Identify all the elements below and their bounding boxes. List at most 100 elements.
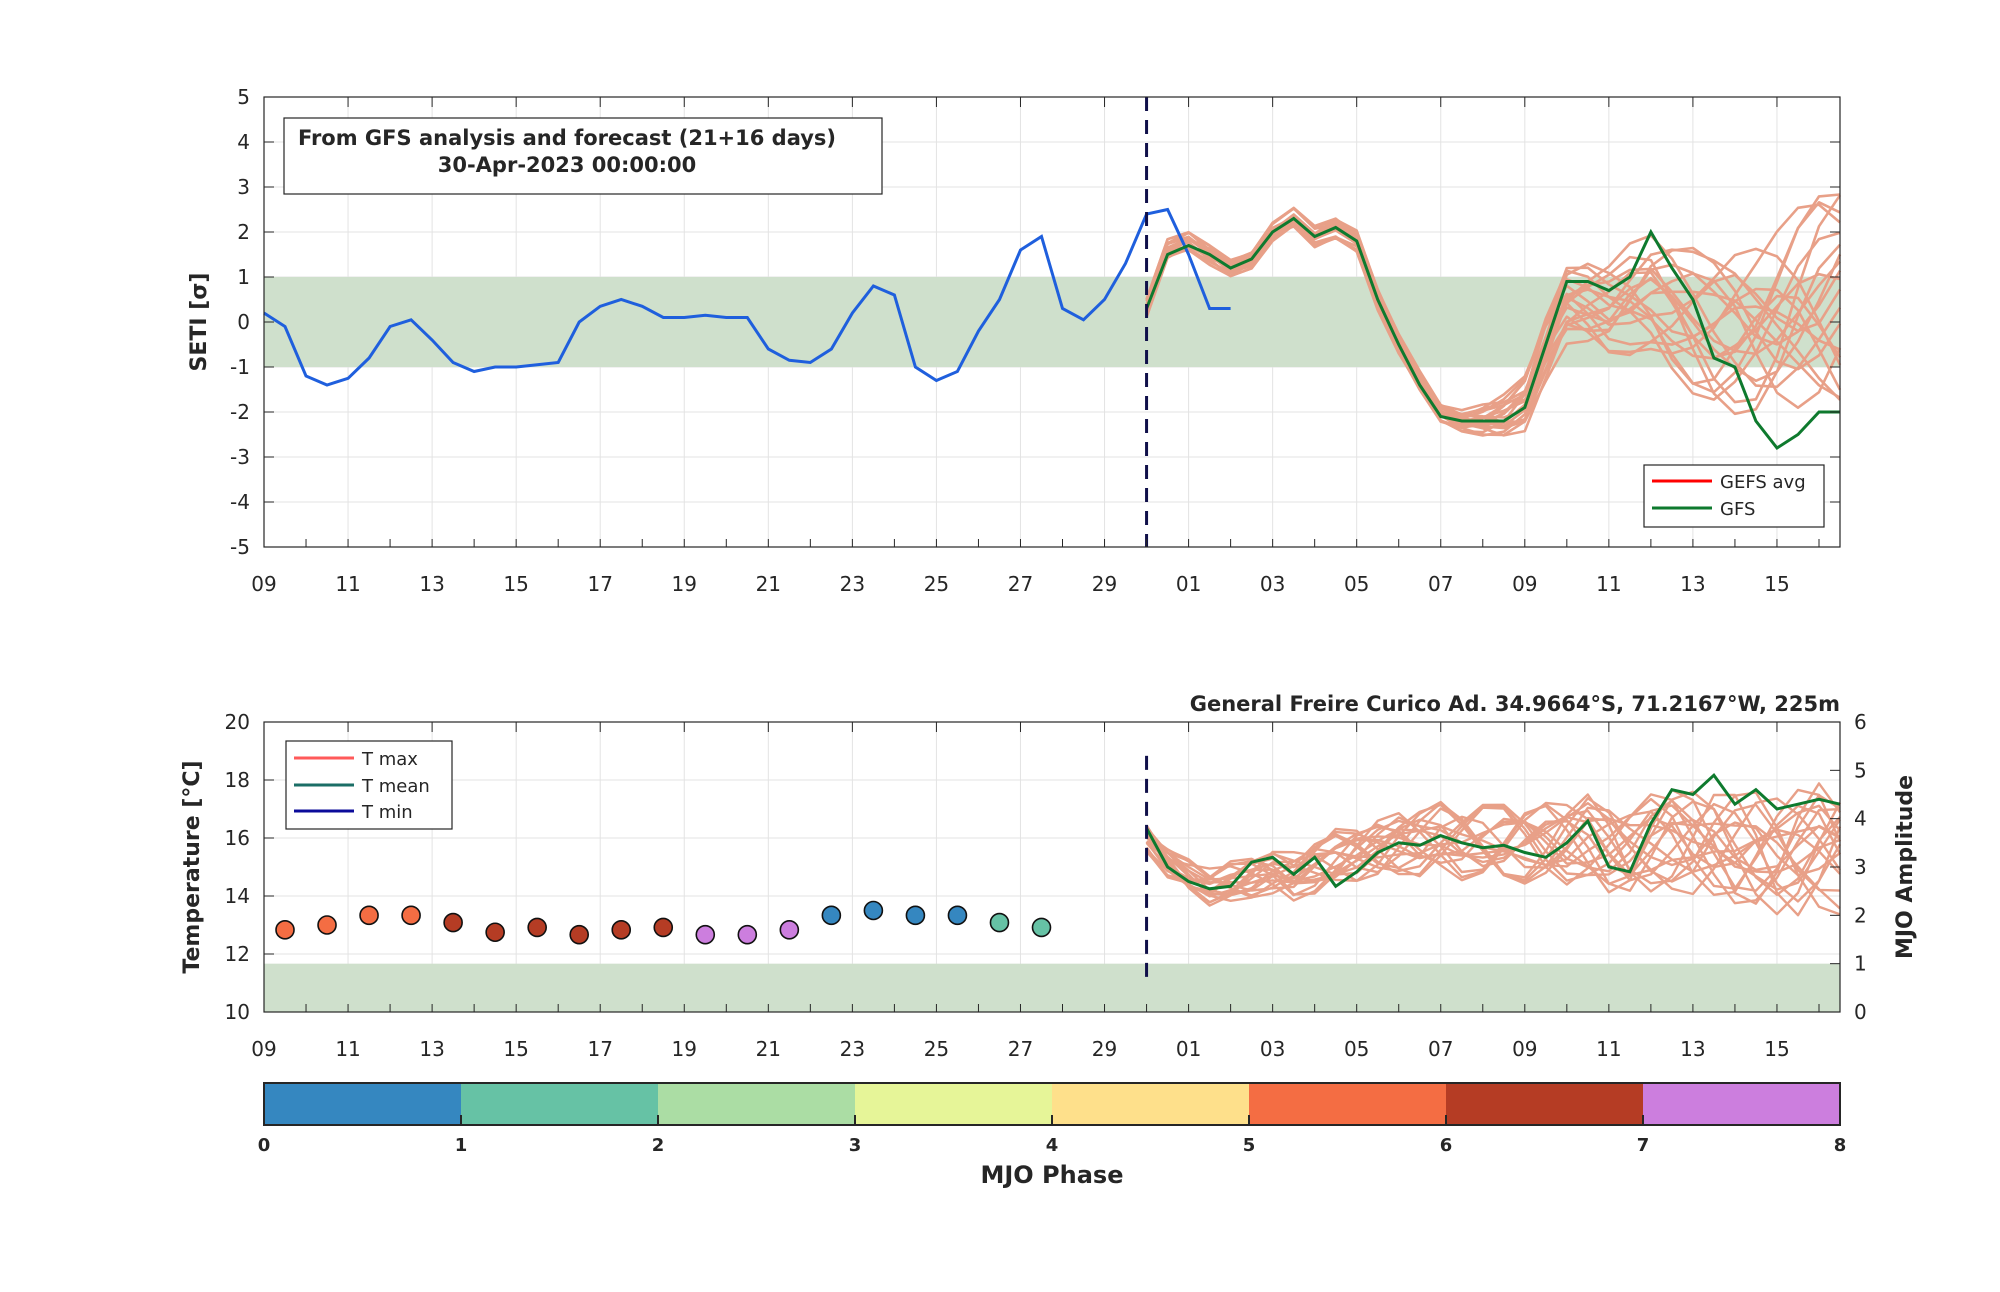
forecast-gfs-line (1145, 772, 1841, 891)
amp-ytick-label: 0 (1854, 1000, 1867, 1024)
temp-xtick-label: 09 (1512, 1037, 1537, 1061)
temp-xtick-label: 03 (1260, 1037, 1285, 1061)
temp-xtick-label: 11 (1596, 1037, 1621, 1061)
temp-xtick-label: 21 (756, 1037, 781, 1061)
colorbar-tick-label: 5 (1243, 1135, 1256, 1156)
temp-legend: T max T mean T min (285, 740, 453, 830)
mjo-phase-point (401, 905, 421, 926)
seti-y-ticks: -5 -4 -3 -2 -1 0 1 2 3 4 5 (230, 85, 1840, 559)
colorbar-tick-label: 0 (258, 1135, 271, 1156)
colorbar-tick-label: 3 (849, 1135, 862, 1156)
mjo-phase-point (611, 920, 632, 940)
temp-xtick-label: 19 (672, 1037, 697, 1061)
forecast-members (1145, 782, 1842, 917)
colorbar-segment (264, 1083, 461, 1125)
temp-ytick-label: 20 (225, 710, 250, 734)
seti-xtick-label: 25 (924, 572, 949, 596)
colorbar-tick-label: 1 (455, 1135, 468, 1156)
legend-label-tmin: T min (361, 802, 413, 823)
seti-xtick-label: 29 (1092, 572, 1117, 596)
legend-label-tmax: T max (361, 749, 418, 770)
seti-xtick-label: 09 (251, 572, 276, 596)
colorbar-ticks: 0 1 2 3 4 5 6 7 8 (258, 1115, 1847, 1156)
amplitude-member-line (1146, 797, 1842, 899)
mjo-phase-point (275, 920, 295, 940)
temp-y-ticks: 10 12 14 16 18 20 (225, 710, 274, 1024)
seti-ytick-label: 1 (237, 265, 250, 289)
mjo-phase-point (863, 900, 884, 921)
mjo-phase-point (905, 905, 926, 926)
colorbar-segment (1249, 1083, 1446, 1125)
seti-xtick-label: 11 (1596, 572, 1621, 596)
seti-ytick-label: 2 (237, 220, 250, 244)
mjo-phase-point (1031, 917, 1052, 938)
seti-ytick-label: 3 (237, 175, 250, 199)
seti-xtick-label: 15 (1764, 572, 1789, 596)
mjo-phase-point (821, 905, 842, 926)
gfs-forecast-line (1145, 216, 1840, 451)
legend-label-gfs: GFS (1720, 499, 1755, 520)
colorbar-segment (1052, 1083, 1249, 1125)
annotation-box: From GFS analysis and forecast (21+16 da… (283, 117, 883, 195)
annotation-line-2: 30-Apr-2023 00:00:00 (438, 153, 697, 177)
temp-ytick-label: 16 (225, 826, 250, 850)
gefs-member-line (1145, 220, 1842, 430)
gefs-member-line (1145, 201, 1841, 437)
seti-xtick-label: 05 (1344, 572, 1369, 596)
seti-xtick-label: 21 (756, 572, 781, 596)
temp-xtick-label: 25 (924, 1037, 949, 1061)
seti-ytick-label: 4 (237, 130, 250, 154)
temp-ytick-label: 12 (225, 942, 250, 966)
temp-xtick-label: 09 (251, 1037, 276, 1061)
seti-x-ticks: 09 11 13 15 17 19 21 23 25 27 29 01 03 05 07 09 11 13 15 (251, 97, 1820, 596)
gefs-members (1145, 193, 1842, 437)
seti-ytick-label: -3 (230, 445, 250, 469)
seti-ytick-label: -1 (230, 355, 250, 379)
mjo-phase-point (359, 905, 379, 926)
amp-y-label: MJO Amplitude (1893, 775, 1918, 959)
seti-xtick-label: 09 (1512, 572, 1537, 596)
annotation-line-1: From GFS analysis and forecast (21+16 da… (298, 126, 836, 150)
colorbar-segment (855, 1083, 1052, 1125)
temp-ytick-label: 18 (225, 768, 250, 792)
mjo-phase-point (737, 924, 758, 945)
seti-xtick-label: 19 (672, 572, 697, 596)
colorbar-tick-label: 8 (1834, 1135, 1847, 1156)
temp-x-ticks: 09 11 13 15 17 19 21 23 25 27 29 01 03 05 07 09 11 13 15 (251, 722, 1820, 1061)
seti-xtick-label: 13 (1680, 572, 1705, 596)
seti-ytick-label: -4 (230, 490, 250, 514)
mjo-phase-point (485, 922, 505, 943)
amp-ytick-label: 5 (1854, 758, 1867, 782)
seti-ytick-label: 5 (237, 85, 250, 109)
temp-xtick-label: 07 (1428, 1037, 1453, 1061)
seti-xtick-label: 27 (1008, 572, 1033, 596)
seti-xtick-label: 03 (1260, 572, 1285, 596)
mjo-phase-point (947, 905, 968, 926)
colorbar-segments (264, 1083, 1840, 1125)
temp-ytick-label: 14 (225, 884, 250, 908)
temp-xtick-label: 17 (587, 1037, 612, 1061)
temp-xtick-label: 27 (1008, 1037, 1033, 1061)
temp-xtick-label: 23 (840, 1037, 865, 1061)
seti-ytick-label: 0 (237, 310, 250, 334)
seti-y-label: SETI [σ] (187, 273, 212, 372)
mjo-phase-point (653, 917, 674, 938)
colorbar-tick-label: 2 (652, 1135, 665, 1156)
mjo-phase-point (443, 912, 463, 933)
amp-ytick-label: 4 (1854, 807, 1867, 831)
mjo-phase-point (527, 917, 547, 938)
seti-ytick-label: -2 (230, 400, 250, 424)
mjo-phase-point (989, 912, 1010, 933)
temp-xtick-label: 15 (1764, 1037, 1789, 1061)
seti-xtick-label: 17 (587, 572, 612, 596)
colorbar-tick-label: 7 (1637, 1135, 1650, 1156)
amp-ytick-label: 3 (1854, 855, 1867, 879)
amplitude-member-line (1145, 801, 1841, 898)
mjo-phase-point (317, 915, 337, 935)
temp-xtick-label: 15 (503, 1037, 528, 1061)
mjo-amplitude-band (264, 963, 1840, 1012)
temp-xtick-label: 13 (419, 1037, 444, 1061)
mjo-phase-point (695, 924, 716, 945)
seti-legend: GEFS avg GFS (1643, 464, 1825, 528)
